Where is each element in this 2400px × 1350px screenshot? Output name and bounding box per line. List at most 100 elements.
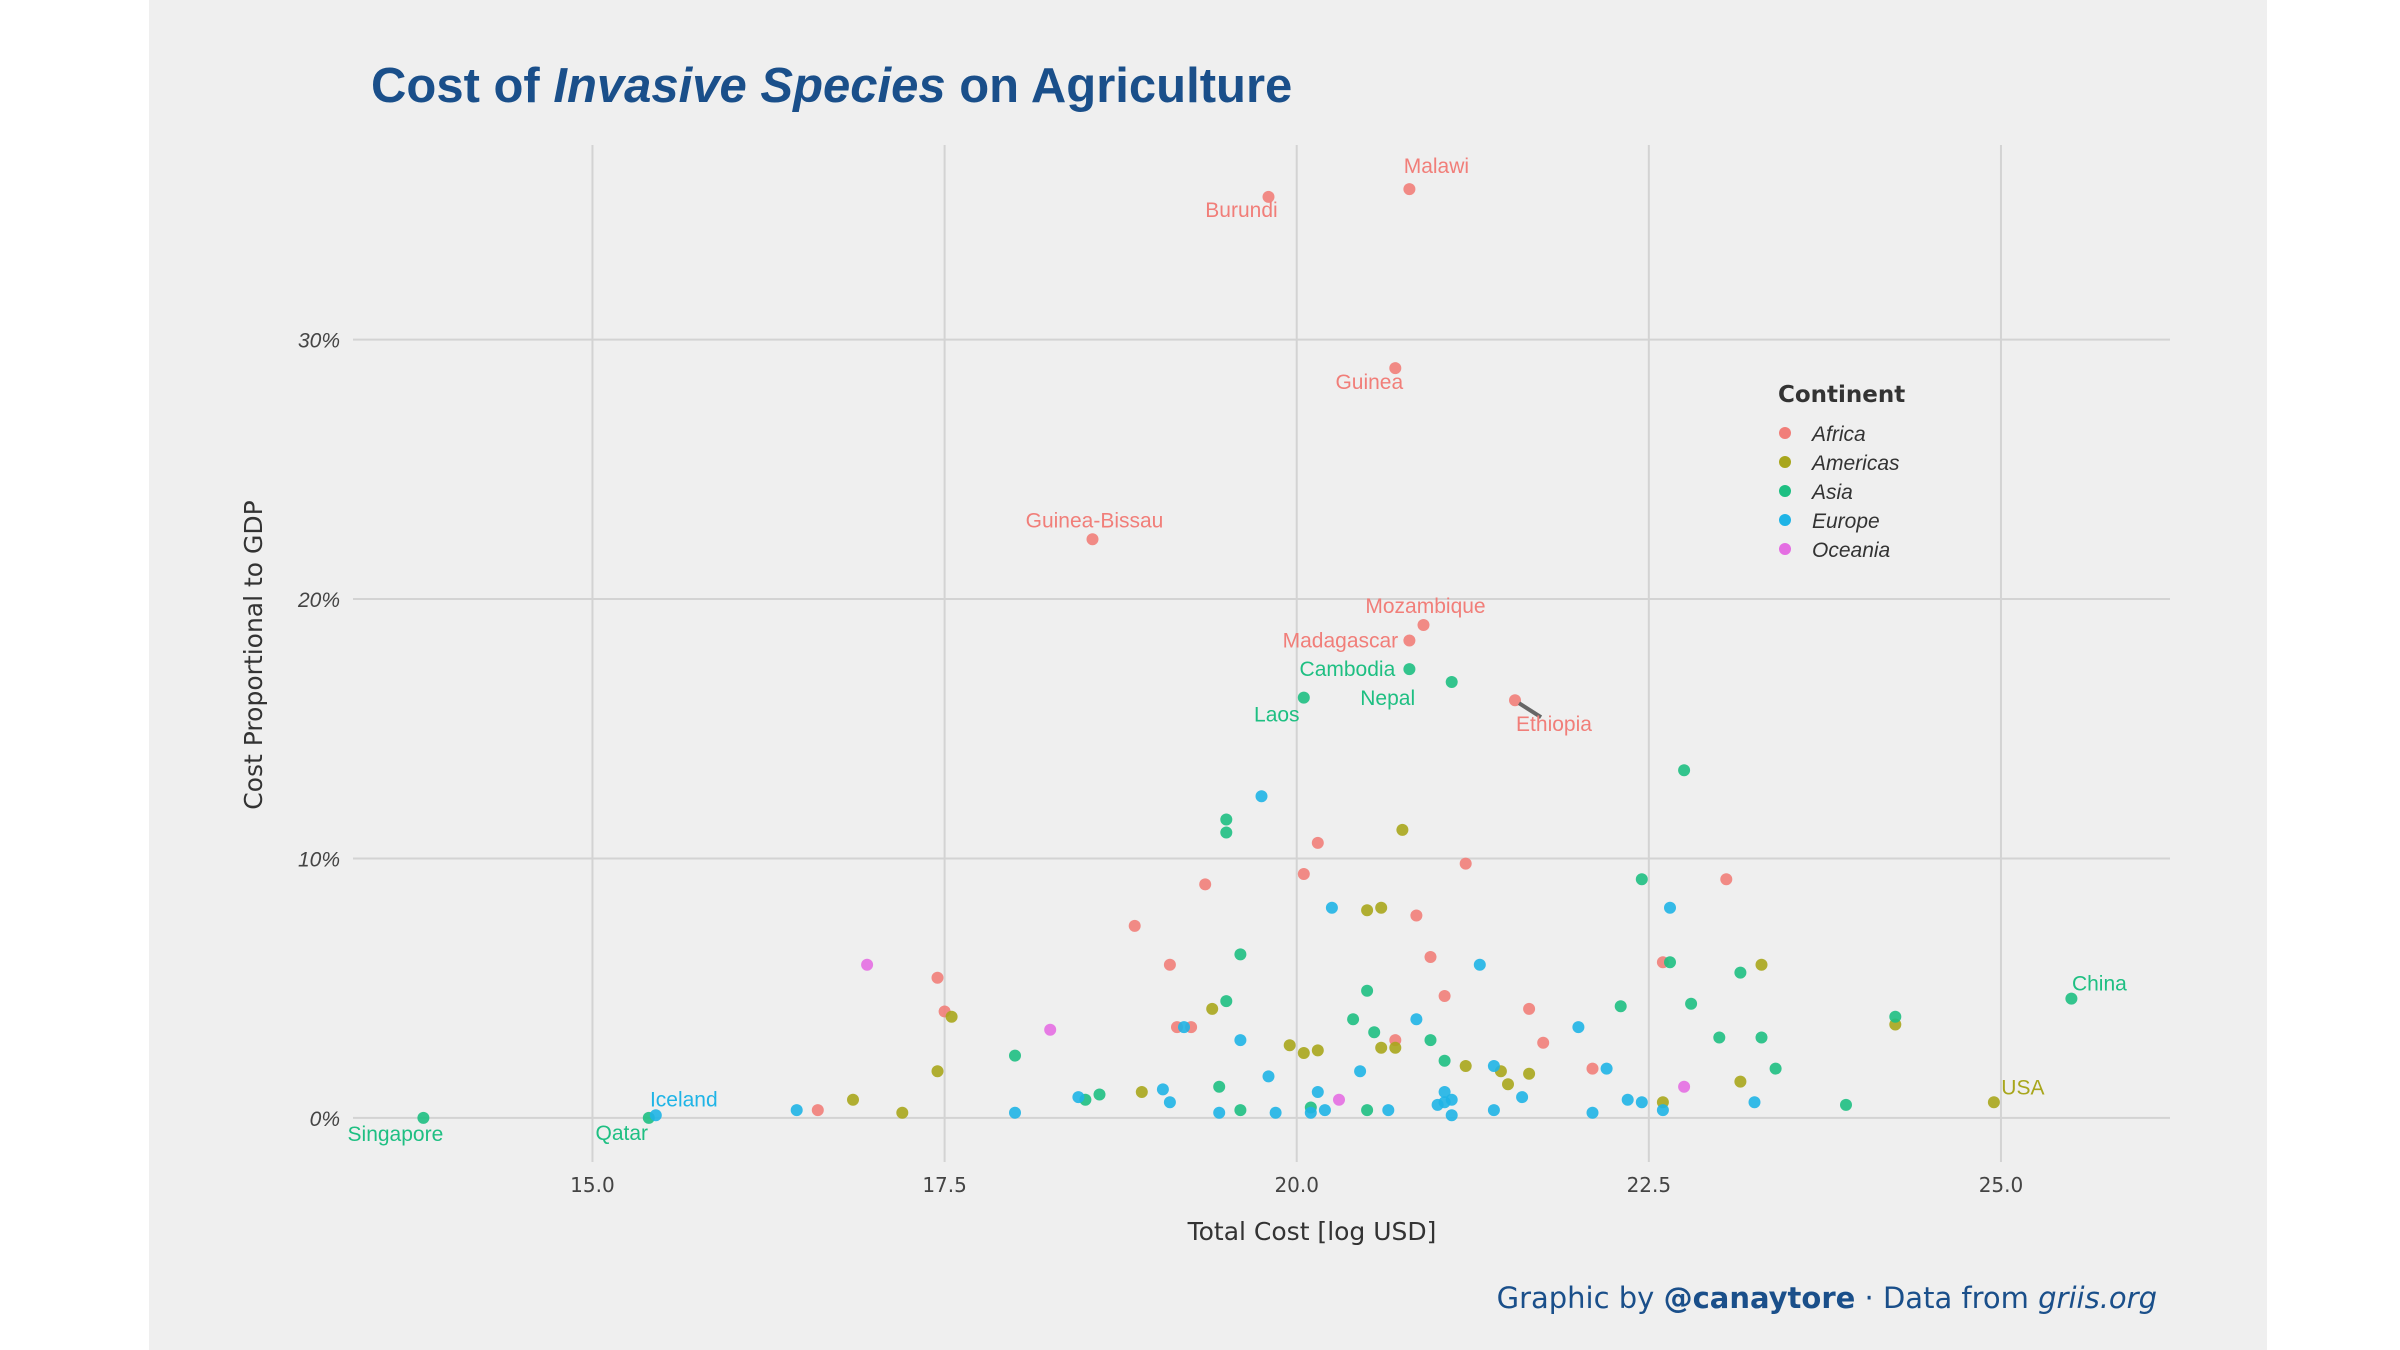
data-point-europe [1516,1091,1529,1104]
data-point-africa [1537,1036,1550,1049]
y-tick-label: 30% [298,330,340,353]
y-tick-label: 10% [298,848,340,871]
data-point-americas [1987,1096,2000,1109]
annotation-label: Burundi [1205,199,1277,222]
data-point-europe [1325,901,1338,914]
data-point-asia [1755,1031,1768,1044]
legend-key-americas [1779,456,1791,468]
data-point-europe [1255,790,1268,803]
data-point-europe [1621,1093,1634,1106]
title-suffix: on Agriculture [945,59,1293,113]
data-point-asia [1220,826,1233,839]
data-point-europe [1178,1021,1190,1034]
data-point-africa [1410,909,1423,922]
data-point-asia [1220,813,1233,826]
data-point-americas [1523,1067,1536,1080]
data-point-americas [1459,1060,1472,1072]
data-point-asia [1234,1104,1247,1117]
annotation-label: Mozambique [1365,595,1485,618]
annotation-label: Malawi [1404,155,1469,178]
data-point-asia [1009,1049,1021,1062]
data-point-africa [1424,951,1437,963]
data-point-europe [1009,1106,1021,1119]
data-point-africa [811,1104,824,1117]
data-point-americas [1375,1041,1388,1054]
chart-title: Cost of Invasive Species on Agriculture [371,58,1292,114]
data-point-asia [1614,1000,1627,1013]
data-point-asia [417,1111,430,1124]
data-point-europe [649,1109,662,1122]
data-point-africa [1459,857,1472,870]
data-point-americas [1375,901,1388,914]
data-point-europe [1262,1070,1275,1083]
y-tick-labels: 0% 10% 20% 30% [297,330,340,1131]
annotation-label: Nepal [1360,687,1415,710]
data-point-europe [1487,1060,1500,1072]
data-point-oceania [1044,1023,1057,1036]
legend-label: Europe [1812,510,1880,533]
data-point-asia [1220,995,1233,1008]
annotation-label: Iceland [650,1088,718,1111]
data-point-africa [1389,362,1402,375]
data-point-asia [1635,873,1648,886]
data-point-europe [1311,1086,1324,1098]
data-point-europe [1635,1096,1648,1109]
annotation-label: Madagascar [1283,630,1399,653]
data-point-africa [1523,1002,1536,1015]
data-point-asia [1840,1098,1852,1111]
annotation-label: Qatar [596,1122,649,1145]
data-point-asia [2065,992,2078,1005]
x-tick-label: 15.0 [570,1173,615,1197]
caption-handle: @canaytore [1663,1281,1856,1315]
data-point-africa [1086,533,1099,546]
legend-key-africa [1779,427,1791,439]
x-tick-label: 22.5 [1627,1173,1672,1197]
data-point-europe [1572,1021,1585,1034]
point-annotations: Malawi Burundi Guinea Guinea-Bissau Mozambiq… [348,155,2128,1146]
data-point-europe [1445,1109,1458,1122]
data-point-americas [896,1106,909,1119]
data-point-oceania [861,958,874,971]
data-point-asia [1361,984,1374,997]
data-point-africa [1262,190,1275,203]
data-point-asia [1734,966,1747,979]
data-point-europe [1600,1062,1613,1075]
x-tick-labels: 15.0 17.5 20.0 22.5 25.0 [570,1173,2023,1197]
data-point-europe [790,1104,803,1117]
legend-label: Oceania [1812,539,1890,562]
data-point-europe [1318,1104,1331,1117]
annotation-label: Cambodia [1300,658,1396,681]
annotation-label: Guinea-Bissau [1026,509,1164,532]
data-point-europe [1431,1098,1444,1111]
chart-panel [149,0,2267,1350]
data-point-americas [945,1010,958,1023]
annotation-label: Laos [1254,704,1300,727]
data-point-europe [1487,1104,1500,1117]
data-point-asia [1403,663,1416,676]
annotation-label: China [2072,973,2127,996]
data-point-africa [1586,1062,1599,1075]
data-point-asia [1368,1026,1381,1039]
data-point-africa [1199,878,1212,891]
annotation-label: Guinea [1335,371,1403,394]
annotation-label: USA [2001,1076,2044,1099]
y-tick-label: 20% [297,589,340,612]
data-point-americas [1311,1044,1324,1057]
data-point-americas [1297,1047,1310,1059]
data-point-africa [1297,868,1310,880]
data-point-europe [1269,1106,1282,1119]
y-tick-label: 0% [310,1108,340,1131]
data-point-africa [931,971,944,984]
data-point-americas [1135,1086,1148,1098]
data-point-africa [1403,634,1416,647]
data-point-asia [1713,1031,1726,1044]
caption: Graphic by @canaytore · Data from griis.… [1497,1281,2157,1315]
legend-key-europe [1779,514,1791,526]
data-point-asia [1297,691,1310,704]
data-point-asia [1234,948,1247,961]
data-point-asia [1424,1034,1437,1047]
data-point-europe [1072,1091,1085,1104]
legend-label: Americas [1810,452,1900,475]
data-point-europe [1748,1096,1761,1109]
data-point-europe [1438,1086,1451,1098]
